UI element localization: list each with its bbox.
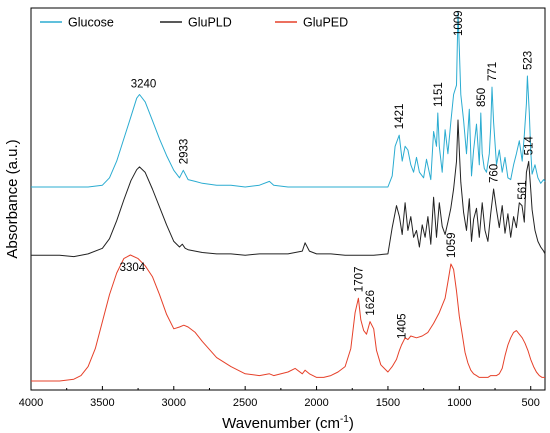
legend-label-glupld: GluPLD [188, 16, 232, 30]
peak-label-514: 514 [524, 136, 536, 156]
peak-label-layer: 3240 2933 1421 1151 1009 850 771 523 760 561 514 33… [120, 10, 536, 339]
legend-label-gluped: GluPED [303, 16, 348, 30]
peak-label-523: 523 [522, 51, 534, 70]
peak-label-1421: 1421 [394, 104, 406, 130]
peak-label-1059: 1059 [446, 232, 458, 258]
series-line-glucose [31, 10, 546, 188]
x-tick-label-2000: 2000 [304, 397, 328, 409]
series-line-glupld [31, 119, 546, 258]
peak-label-1009: 1009 [453, 10, 465, 36]
peak-label-1405: 1405 [397, 313, 409, 339]
x-tick-label-1500: 1500 [376, 397, 400, 409]
x-tick-label-3500: 3500 [90, 397, 114, 409]
x-axis: 4000 3500 3000 2500 2000 1500 1000 500 [19, 386, 540, 409]
peak-label-3240: 3240 [131, 79, 157, 91]
peak-label-771: 771 [487, 62, 499, 81]
peak-label-850: 850 [476, 88, 488, 107]
plot-frame [30, 7, 546, 391]
peak-label-3304: 3304 [120, 262, 146, 274]
x-axis-title: Wavenumber (cm-1) [222, 414, 354, 432]
peak-label-561: 561 [517, 180, 529, 199]
x-tick-label-500: 500 [522, 397, 540, 409]
peak-label-1151: 1151 [433, 82, 445, 107]
legend: Glucose GluPLD GluPED [40, 16, 348, 30]
x-tick-label-4000: 4000 [19, 397, 43, 409]
peak-label-760: 760 [489, 164, 501, 183]
x-tick-label-3000: 3000 [162, 397, 186, 409]
legend-label-glucose: Glucose [68, 16, 114, 30]
x-tick-label-1000: 1000 [447, 397, 471, 409]
series-line-gluped [31, 254, 545, 382]
y-axis-title: Absorbance (a.u.) [4, 139, 21, 258]
series-layer [31, 10, 546, 382]
peak-label-1626: 1626 [365, 290, 377, 316]
peak-label-1707: 1707 [353, 267, 365, 293]
peak-label-2933: 2933 [178, 139, 190, 165]
x-tick-label-2500: 2500 [233, 397, 257, 409]
